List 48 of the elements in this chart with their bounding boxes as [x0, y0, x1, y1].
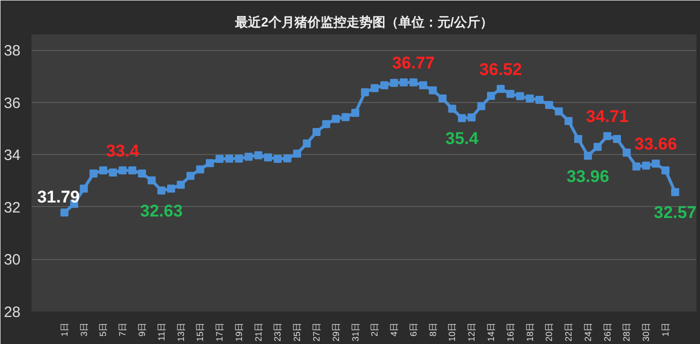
x-tick-label: 15日	[195, 322, 206, 342]
x-tick-label: 31日	[350, 322, 360, 342]
x-tick-label: 5日	[98, 322, 108, 337]
x-tick-label: 29日	[330, 322, 341, 342]
x-tick-label: 7日	[118, 322, 128, 337]
data-label: 36.52	[479, 60, 522, 79]
x-tick-label: 2日	[370, 322, 380, 337]
x-tick-label: 20日	[544, 322, 554, 342]
y-tick-label: 32	[4, 199, 21, 216]
x-tick-label: 30日	[641, 322, 652, 342]
x-tick-label: 9日	[137, 322, 148, 337]
data-label: 32.57	[654, 203, 696, 222]
x-tick-label: 4日	[389, 322, 400, 337]
x-tick-label: 24日	[582, 322, 593, 342]
x-tick-label: 22日	[564, 322, 574, 342]
data-label: 36.77	[392, 53, 435, 72]
data-label: 32.63	[140, 202, 183, 221]
x-tick-label: 14日	[486, 322, 496, 342]
x-tick-label: 16日	[505, 322, 516, 342]
x-tick-label: 1日	[59, 322, 70, 337]
x-tick-label: 11日	[156, 322, 166, 341]
x-tick-label: 21日	[253, 322, 264, 342]
data-label: 33.4	[106, 141, 140, 160]
x-tick-label: 6日	[408, 322, 418, 337]
x-tick-label: 28日	[622, 322, 632, 342]
x-tick-label: 25日	[292, 322, 302, 342]
y-tick-label: 28	[4, 304, 21, 321]
x-tick-label: 13日	[176, 322, 186, 342]
x-tick-label: 1日	[660, 322, 670, 337]
chart-title: 最近2个月猪价监控走势图（单位：元/公斤）	[234, 14, 493, 30]
x-tick-label: 26日	[602, 322, 612, 342]
y-tick-label: 30	[4, 252, 21, 269]
x-tick-label: 27日	[312, 322, 322, 342]
data-label: 33.96	[566, 166, 610, 186]
data-label: 35.4	[445, 129, 479, 148]
x-tick-label: 10日	[447, 322, 458, 342]
data-label: 34.71	[586, 107, 629, 126]
x-tick-label: 23日	[272, 322, 283, 342]
x-tick-label: 19日	[234, 322, 244, 342]
y-tick-label: 34	[4, 147, 21, 164]
x-tick-label: 3日	[78, 322, 89, 337]
x-tick-label: 12日	[466, 322, 477, 342]
data-label: 33.66	[634, 134, 678, 154]
x-tick-label: 8日	[428, 322, 438, 337]
x-tick-label: 18日	[524, 322, 535, 342]
x-tick-label: 17日	[214, 322, 225, 342]
y-tick-label: 36	[4, 94, 21, 112]
y-tick-label: 38	[4, 42, 21, 60]
